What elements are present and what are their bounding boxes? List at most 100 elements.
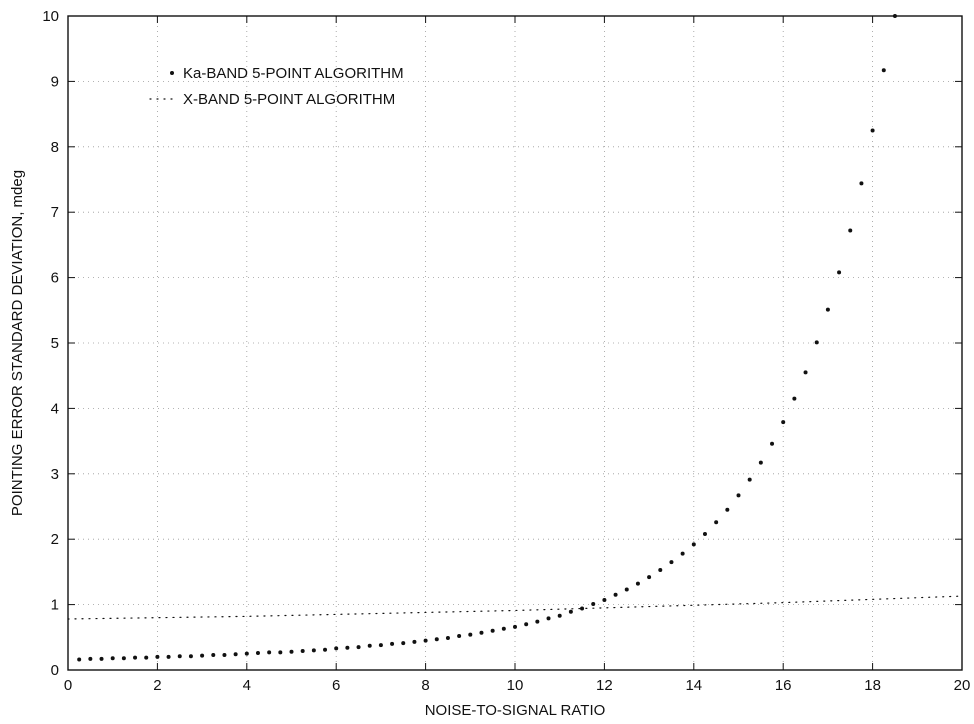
x-axis-title: NOISE-TO-SIGNAL RATIO bbox=[425, 702, 606, 719]
series-line bbox=[67, 595, 963, 620]
data-point bbox=[356, 645, 361, 650]
data-point bbox=[524, 622, 529, 627]
y-tick-label: 0 bbox=[51, 662, 59, 679]
grid bbox=[68, 16, 962, 670]
data-point bbox=[647, 575, 652, 580]
data-point bbox=[613, 592, 618, 597]
data-point bbox=[691, 542, 696, 547]
data-point bbox=[781, 420, 786, 425]
x-tick-label: 20 bbox=[954, 677, 971, 694]
legend-label: Ka-BAND 5-POINT ALGORITHM bbox=[183, 65, 404, 82]
data-point bbox=[88, 656, 93, 661]
data-point bbox=[859, 181, 864, 186]
data-point bbox=[870, 128, 875, 133]
data-point bbox=[155, 654, 160, 659]
data-point bbox=[144, 655, 149, 660]
legend-label: X-BAND 5-POINT ALGORITHM bbox=[183, 91, 395, 108]
data-point bbox=[457, 633, 462, 638]
x-tick-label: 16 bbox=[775, 677, 792, 694]
data-point bbox=[323, 647, 328, 652]
data-point bbox=[468, 632, 473, 637]
data-point bbox=[311, 648, 316, 653]
x-tick-label: 6 bbox=[332, 677, 340, 694]
data-point bbox=[580, 606, 585, 611]
axis-ticks bbox=[67, 15, 963, 671]
data-point bbox=[848, 228, 853, 233]
data-point bbox=[99, 656, 104, 661]
y-tick-label: 8 bbox=[51, 139, 59, 156]
data-point bbox=[825, 307, 830, 312]
data-point bbox=[110, 656, 115, 661]
y-tick-label: 6 bbox=[51, 270, 59, 287]
data-point bbox=[267, 650, 272, 655]
y-tick-label: 2 bbox=[51, 531, 59, 548]
x-tick-label: 4 bbox=[243, 677, 251, 694]
data-point bbox=[725, 507, 730, 512]
data-point bbox=[770, 441, 775, 446]
data-point bbox=[177, 654, 182, 659]
data-point bbox=[658, 567, 663, 572]
legend-item: X-BAND 5-POINT ALGORITHM bbox=[149, 91, 395, 108]
data-point bbox=[803, 370, 808, 375]
data-point bbox=[278, 650, 283, 655]
data-point bbox=[255, 650, 260, 655]
data-point bbox=[680, 551, 685, 556]
data-point bbox=[568, 609, 573, 614]
series-1 bbox=[77, 14, 897, 662]
data-point bbox=[289, 649, 294, 654]
y-axis-title: POINTING ERROR STANDARD DEVIATION, mdeg bbox=[9, 170, 26, 516]
y-tick-label: 3 bbox=[51, 466, 59, 483]
data-point bbox=[222, 652, 227, 657]
y-tick-label: 1 bbox=[51, 597, 59, 614]
legend-item: Ka-BAND 5-POINT ALGORITHM bbox=[170, 65, 404, 82]
data-point bbox=[814, 340, 819, 345]
data-point bbox=[367, 643, 372, 648]
data-point bbox=[233, 652, 238, 657]
y-tick-label: 9 bbox=[51, 73, 59, 90]
data-point bbox=[345, 645, 350, 650]
data-point bbox=[635, 581, 640, 586]
data-point bbox=[121, 656, 126, 661]
data-point bbox=[624, 587, 629, 592]
data-point bbox=[490, 628, 495, 633]
data-point bbox=[535, 619, 540, 624]
data-point bbox=[188, 654, 193, 659]
data-point bbox=[166, 654, 171, 659]
data-point bbox=[892, 14, 897, 18]
data-point bbox=[736, 493, 741, 498]
data-point bbox=[557, 613, 562, 618]
data-point bbox=[546, 616, 551, 621]
data-point bbox=[792, 396, 797, 401]
data-point bbox=[300, 649, 305, 654]
data-point bbox=[837, 270, 842, 275]
data-point bbox=[501, 626, 506, 631]
data-point bbox=[591, 601, 596, 606]
x-tick-label: 10 bbox=[507, 677, 524, 694]
y-tick-label: 5 bbox=[51, 335, 59, 352]
data-point bbox=[244, 651, 249, 656]
data-point bbox=[211, 652, 216, 657]
data-point bbox=[200, 653, 205, 658]
data-point bbox=[378, 643, 383, 648]
y-tick-label: 7 bbox=[51, 204, 59, 221]
data-point bbox=[702, 531, 707, 536]
x-tick-label: 12 bbox=[596, 677, 613, 694]
y-tick-label: 4 bbox=[51, 400, 59, 417]
data-point bbox=[133, 655, 138, 660]
data-point bbox=[412, 639, 417, 644]
data-point bbox=[714, 520, 719, 525]
legend-marker bbox=[170, 71, 174, 75]
data-point bbox=[881, 68, 886, 73]
x-tick-label: 8 bbox=[421, 677, 429, 694]
x-tick-label: 18 bbox=[864, 677, 881, 694]
data-point bbox=[390, 641, 395, 646]
data-point bbox=[434, 637, 439, 642]
series-2 bbox=[67, 595, 963, 620]
x-tick-label: 14 bbox=[685, 677, 702, 694]
x-tick-label: 2 bbox=[153, 677, 161, 694]
legend: Ka-BAND 5-POINT ALGORITHM X-BAND 5-POINT … bbox=[149, 65, 404, 108]
series-layer bbox=[67, 14, 963, 662]
data-point bbox=[77, 657, 82, 662]
